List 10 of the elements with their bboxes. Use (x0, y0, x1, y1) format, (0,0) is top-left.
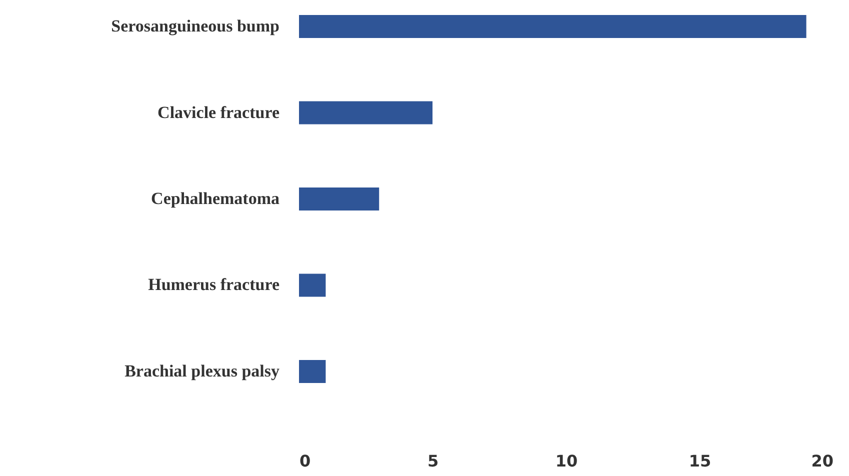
x-tick-label: 10 (555, 452, 578, 470)
y-tick-label: Cephalhematoma (151, 189, 280, 208)
y-tick-label: Serosanguineous bump (111, 16, 280, 36)
x-tick-label: 5 (427, 452, 439, 470)
x-tick-label: 20 (811, 452, 834, 470)
y-tick-label: Clavicle fracture (158, 102, 280, 122)
y-tick-label: Humerus fracture (148, 275, 280, 294)
x-tick-label: 15 (688, 452, 712, 470)
x-tick-label: 0 (300, 452, 311, 470)
y-tick-label: Brachial plexus palsy (124, 361, 280, 380)
